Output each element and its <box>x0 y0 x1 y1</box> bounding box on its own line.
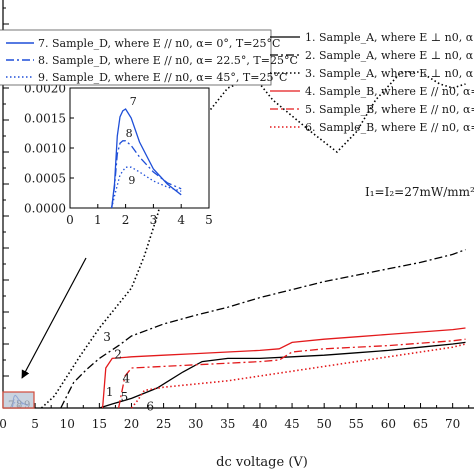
main-x-tick-label: 45 <box>284 417 299 431</box>
main-x-tick-label: 20 <box>124 417 139 431</box>
main-x-tick-label: 70 <box>445 417 460 431</box>
legend-label-3: 3. Sample_A, where E ⊥ n0, α= 4 <box>305 67 474 80</box>
main-x-tick-label: 65 <box>413 417 428 431</box>
inset-x-tick-label: 4 <box>177 213 185 227</box>
x-axis-label: dc voltage (V) <box>216 455 308 470</box>
legend-label-5: 5. Sample_B, where E // n0, α= 22 <box>305 103 474 116</box>
inset-y-tick-label: 0.0000 <box>24 202 66 216</box>
legend-label-2: 2. Sample_A, where E ⊥ n0, α= 22 <box>305 49 474 62</box>
legend-label-6: 6. Sample_B, where E // n0, α= 4 <box>305 121 474 134</box>
legend-main-series: 1. Sample_A, where E ⊥ n0, α= 2. Sample_… <box>270 31 474 134</box>
inset-series-7-line <box>111 108 182 209</box>
series-3-line <box>40 71 466 409</box>
main-x-tick-label: 35 <box>220 417 235 431</box>
series-4-curve-label: 4 <box>123 371 131 385</box>
inset-x-tick-label: 0 <box>66 213 74 227</box>
main-x-tick-label: 40 <box>252 417 267 431</box>
series-6-curve-label: 6 <box>146 399 154 413</box>
series-1-line <box>99 341 466 409</box>
inset-series-9-line <box>111 166 182 209</box>
inset-x-tick-label: 5 <box>205 213 213 227</box>
series-2-line <box>60 248 466 409</box>
series-5-curve-label: 5 <box>121 390 129 404</box>
main-x-tick-label: 50 <box>317 417 332 431</box>
main-x-tick-label: 15 <box>92 417 107 431</box>
series-2-curve-label: 2 <box>114 347 122 361</box>
inset-x-tick-label: 1 <box>94 213 102 227</box>
legend-label-1: 1. Sample_A, where E ⊥ n0, α= <box>305 31 474 44</box>
inset-frame <box>69 87 210 209</box>
series-1-curve-label: 1 <box>106 385 114 399</box>
intensity-annotation: I₁=I₂=27mW/mm² <box>365 185 474 199</box>
inset-curve-label-9: 9 <box>128 174 135 187</box>
series-5-line <box>117 338 466 409</box>
inset-x-tick-label: 2 <box>122 213 130 227</box>
legend-label-9: 9. Sample_D, where E // n0, α= 45°, T=25… <box>38 71 287 84</box>
inset-y-tick-label: 0.0005 <box>24 172 66 186</box>
inset-curve-label-7: 7 <box>130 95 137 108</box>
main-x-tick-label: 60 <box>381 417 396 431</box>
legend-label-8: 8. Sample_D, where E // n0, α= 22.5°, T=… <box>38 54 298 67</box>
main-x-tick-label: 55 <box>349 417 364 431</box>
series-4-line <box>101 327 466 409</box>
inset-curve-label-8: 8 <box>126 127 133 140</box>
inset-y-tick-label: 0.0010 <box>24 142 66 156</box>
series-6-line <box>130 343 466 409</box>
main-x-tick-label: 10 <box>60 417 75 431</box>
zoom-region-box <box>2 391 35 409</box>
main-plot: 0510152025303540455055606570123456789 <box>0 0 474 431</box>
main-x-tick-label: 5 <box>31 417 39 431</box>
main-x-tick-label: 25 <box>156 417 171 431</box>
legend-label-4: 4. Sample_B, where E // n0, α= <box>305 85 474 98</box>
legend-inset-series: 7. Sample_D, where E // n0, α= 0°, T=25°… <box>0 29 298 86</box>
series-3-curve-label: 3 <box>103 330 111 344</box>
main-x-tick-label: 30 <box>188 417 203 431</box>
legend-label-7: 7. Sample_D, where E // n0, α= 0°, T=25°… <box>38 37 280 50</box>
inset-series-8-line <box>111 140 182 209</box>
inset-y-tick-label: 0.0015 <box>24 112 66 126</box>
inset-x-tick-label: 3 <box>150 213 158 227</box>
main-x-tick-label: 0 <box>0 417 7 431</box>
zoom-arrow <box>21 257 87 379</box>
